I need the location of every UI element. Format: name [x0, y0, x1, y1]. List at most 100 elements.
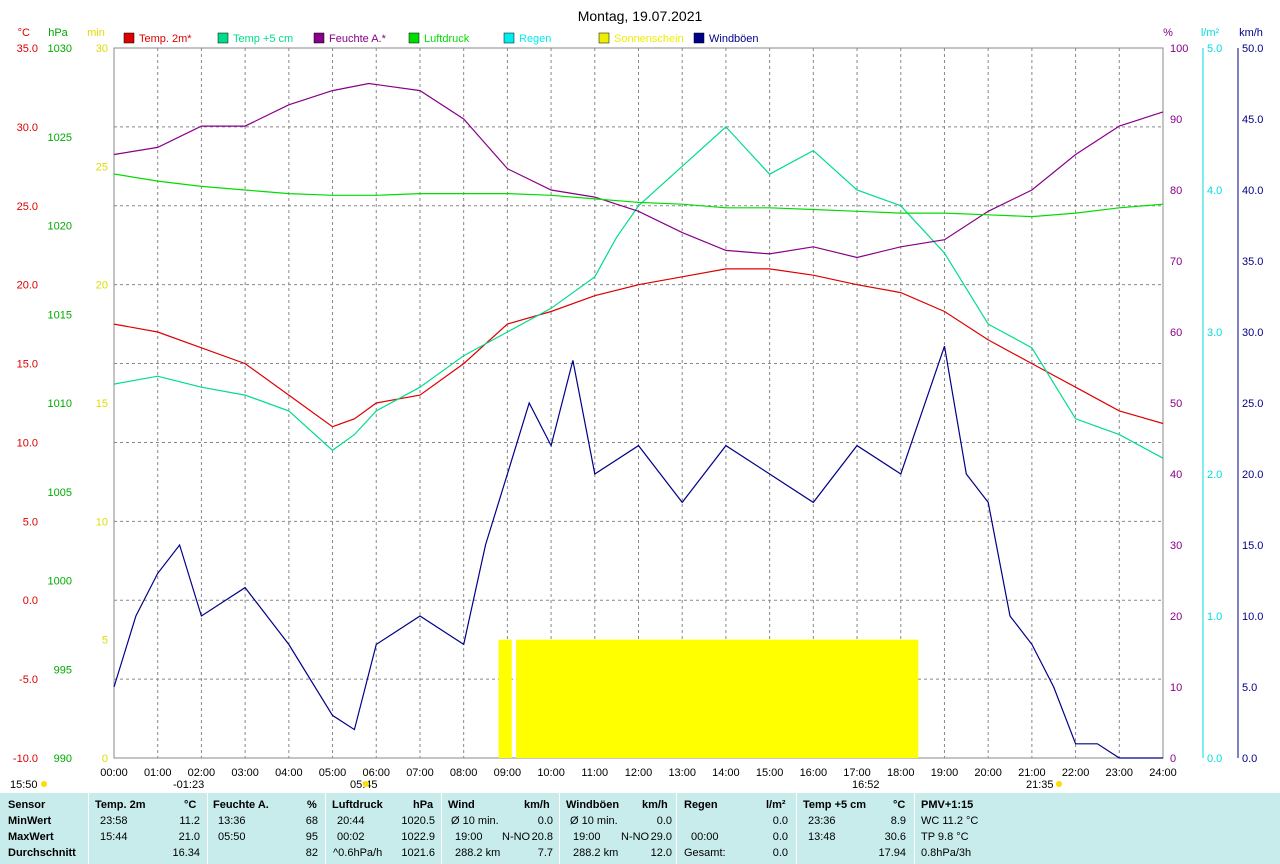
- temp-tick-label: 5.0: [23, 516, 38, 528]
- series-line: [113, 268, 1164, 428]
- stats-wind-header: Wind: [448, 799, 475, 811]
- stats-rain-unit: l/m²: [766, 799, 786, 811]
- stats-wind-unit: km/h: [524, 799, 550, 811]
- stats-temp5-avg: 17.94: [878, 847, 906, 859]
- stats-wind-max-time: 19:00: [455, 831, 483, 843]
- rain-tick-label: 5.0: [1207, 43, 1222, 55]
- wind-tick-label: 35.0: [1242, 256, 1263, 268]
- moon-up-label: 16:52: [852, 779, 880, 791]
- stats-temp5-unit: °C: [893, 799, 906, 811]
- humidity-tick-label: 40: [1170, 469, 1182, 481]
- wind-tick-label: 30.0: [1242, 327, 1263, 339]
- stats-gust-avg10-label: Ø 10 min.: [570, 815, 618, 827]
- sunshine-bar: [498, 639, 512, 758]
- x-tick-label: 13:00: [668, 767, 696, 779]
- pressure-tick-label: 1025: [48, 132, 72, 144]
- legend-label: Luftdruck: [424, 33, 470, 45]
- pressure-tick-label: 995: [54, 664, 72, 676]
- rain-tick-label: 2.0: [1207, 469, 1222, 481]
- wind-tick-label: 10.0: [1242, 611, 1263, 623]
- pressure-tick-label: 1020: [48, 221, 72, 233]
- wind-tick-label: 0.0: [1242, 753, 1257, 765]
- stats-avg-label: Durchschnitt: [8, 847, 76, 859]
- temp-tick-label: 0.0: [23, 595, 38, 607]
- x-tick-label: 02:00: [188, 767, 216, 779]
- wind-tick-label: 45.0: [1242, 114, 1263, 126]
- legend-swatch: [693, 32, 705, 44]
- sun-tick-label: 30: [96, 43, 108, 55]
- humidity-tick-label: 10: [1170, 682, 1182, 694]
- x-tick-label: 00:00: [100, 767, 128, 779]
- stats-temp2m-min: 11.2: [179, 815, 200, 827]
- pressure-tick-label: 1030: [48, 43, 72, 55]
- stats-pmv-tp: TP 9.8 °C: [921, 831, 969, 843]
- stats-temp2m-avg: 16.34: [172, 847, 200, 859]
- wind-tick-label: 20.0: [1242, 469, 1263, 481]
- legend-swatch: [123, 32, 135, 44]
- stats-hum-min-time: 13:36: [218, 815, 246, 827]
- stats-max-label: MaxWert: [8, 831, 54, 843]
- sun-icon: [41, 781, 47, 787]
- temp-tick-label: 25.0: [17, 201, 38, 213]
- stats-gust-max-time: 19:00: [573, 831, 601, 843]
- stats-press-avg: 1021.6: [401, 847, 435, 859]
- stats-gust-avg10: 0.0: [656, 815, 672, 827]
- wind-tick-label: 5.0: [1242, 682, 1257, 694]
- humidity-tick-label: 90: [1170, 114, 1182, 126]
- rain-axis-unit: l/m²: [1201, 27, 1220, 39]
- x-tick-label: 01:00: [144, 767, 172, 779]
- stats-rain-header: Regen: [684, 799, 718, 811]
- stats-temp5-max-time: 13:48: [808, 831, 836, 843]
- legend-swatch: [217, 32, 229, 44]
- legend-label: Temp +5 cm: [233, 33, 293, 45]
- wind-tick-label: 40.0: [1242, 185, 1263, 197]
- x-tick-label: 19:00: [931, 767, 959, 779]
- x-tick-label: 24:00: [1149, 767, 1177, 779]
- stats-min-label: MinWert: [8, 815, 52, 827]
- stats-temp2m-min-time: 23:58: [100, 815, 128, 827]
- stats-temp5-min-time: 23:36: [808, 815, 836, 827]
- temp-tick-label: -5.0: [19, 674, 38, 686]
- chart-title: Montag, 19.07.2021: [578, 8, 703, 24]
- temp-tick-label: -10.0: [13, 753, 38, 765]
- stats-hum-min: 68: [305, 815, 318, 827]
- x-tick-label: 04:00: [275, 767, 303, 779]
- stats-hum-max: 95: [305, 831, 318, 843]
- temp-tick-label: 35.0: [17, 43, 38, 55]
- sunrise-icon: [363, 781, 369, 787]
- sun-tick-label: 25: [96, 161, 108, 173]
- stats-hum-max-time: 05:50: [218, 831, 246, 843]
- stats-rain-total-label: Gesamt:: [684, 847, 726, 859]
- wind-tick-label: 15.0: [1242, 540, 1263, 552]
- stats-temp5-max: 30.6: [884, 831, 906, 843]
- legend: Temp. 2m* Temp +5 cm Feuchte A.* Luftdruck R…: [123, 32, 759, 45]
- humidity-tick-label: 60: [1170, 327, 1182, 339]
- stats-temp2m-max: 21.0: [178, 831, 200, 843]
- stats-gust-max: 29.0: [650, 831, 672, 843]
- x-tick-label: 14:00: [712, 767, 740, 779]
- wind-axis-unit: km/h: [1239, 27, 1263, 39]
- x-tick-label: 11:00: [581, 767, 608, 779]
- stats-press-max: 1022.9: [401, 831, 435, 843]
- series-lines: [113, 82, 1164, 759]
- wind-tick-label: 50.0: [1242, 43, 1263, 55]
- x-tick-label: 10:00: [537, 767, 565, 779]
- stats-press-min-time: 20:44: [337, 815, 365, 827]
- stats-hum-unit: %: [307, 799, 317, 811]
- temp-tick-label: 15.0: [17, 359, 38, 371]
- statistics-panel: Sensor MinWert MaxWert Durchschnitt Temp…: [0, 793, 1280, 864]
- temp-tick-label: 20.0: [17, 280, 38, 292]
- humidity-axis-unit: %: [1163, 27, 1173, 39]
- x-tick-label: 12:00: [625, 767, 653, 779]
- series-line: [113, 173, 1164, 218]
- stats-temp2m-header: Temp. 2m: [95, 799, 146, 811]
- sunset-label: 21:35: [1026, 779, 1054, 791]
- stats-pmv-wc: WC 11.2 °C: [921, 815, 979, 827]
- sun-tick-label: 0: [102, 753, 108, 765]
- x-tick-label: 17:00: [843, 767, 871, 779]
- legend-label: Regen: [519, 33, 551, 45]
- humidity-tick-label: 30: [1170, 540, 1182, 552]
- x-tick-label: 22:00: [1062, 767, 1090, 779]
- humidity-tick-label: 50: [1170, 398, 1182, 410]
